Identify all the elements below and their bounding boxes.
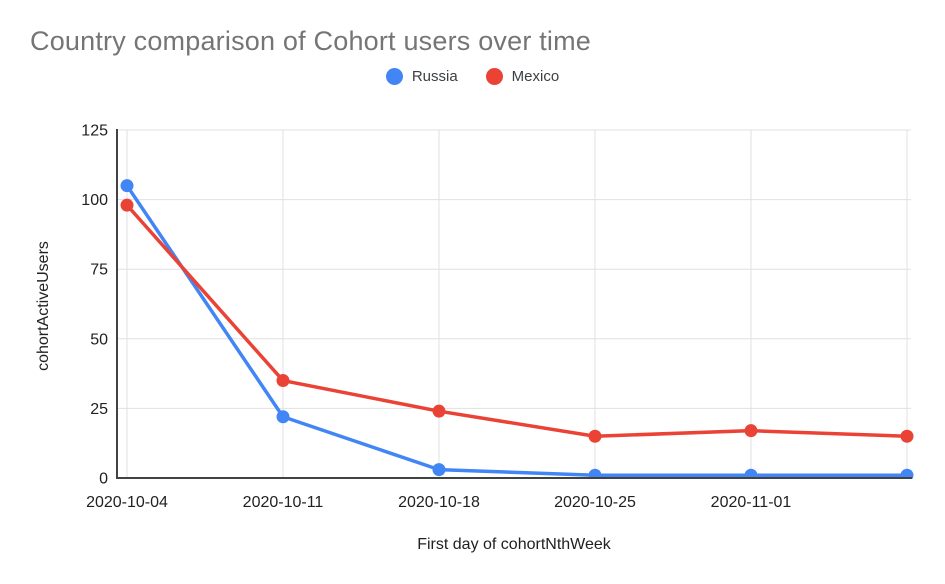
legend-item-mexico[interactable]: Mexico [485,67,560,85]
chart-legend: Russia Mexico [0,66,945,86]
data-point-mexico-0[interactable] [120,198,134,212]
y-tick-label-50: 50 [90,331,108,348]
x-tick-label-1: 2020-10-11 [243,494,324,511]
chart-title: Country comparison of Cohort users over … [30,26,592,56]
series-line-russia [125,183,909,477]
data-point-russia-4[interactable] [744,468,758,482]
x-tick-label-2: 2020-10-18 [398,494,480,511]
y-tick-label-100: 100 [81,192,108,209]
legend-label-mexico: Mexico [511,67,560,85]
x-axis-title: First day of cohortNthWeek [417,536,611,553]
y-tick-label-25: 25 [90,401,108,418]
y-tick-label-0: 0 [99,471,108,488]
data-point-mexico-1[interactable] [276,374,290,388]
legend-dot-russia [385,67,403,85]
data-point-russia-3[interactable] [588,468,602,482]
data-point-mexico-3[interactable] [588,429,602,443]
data-point-russia-0[interactable] [120,179,134,193]
x-tick-label-4: 2020-11-01 [711,494,792,511]
x-tick-label-3: 2020-10-25 [554,494,636,511]
y-tick-label-75: 75 [90,262,108,279]
data-point-russia-1[interactable] [276,410,290,424]
data-point-mexico-5[interactable] [900,429,914,443]
x-tick-label-0: 2020-10-04 [86,494,168,511]
data-point-mexico-4[interactable] [744,424,758,438]
data-point-russia-2[interactable] [432,463,446,477]
series-line-mexico [125,203,909,438]
data-point-mexico-2[interactable] [432,404,446,418]
legend-label-russia: Russia [411,67,458,85]
legend-item-russia[interactable]: Russia [385,67,458,85]
data-point-russia-5[interactable] [900,468,914,482]
legend-dot-mexico [485,67,503,85]
y-tick-label-125: 125 [81,123,108,140]
